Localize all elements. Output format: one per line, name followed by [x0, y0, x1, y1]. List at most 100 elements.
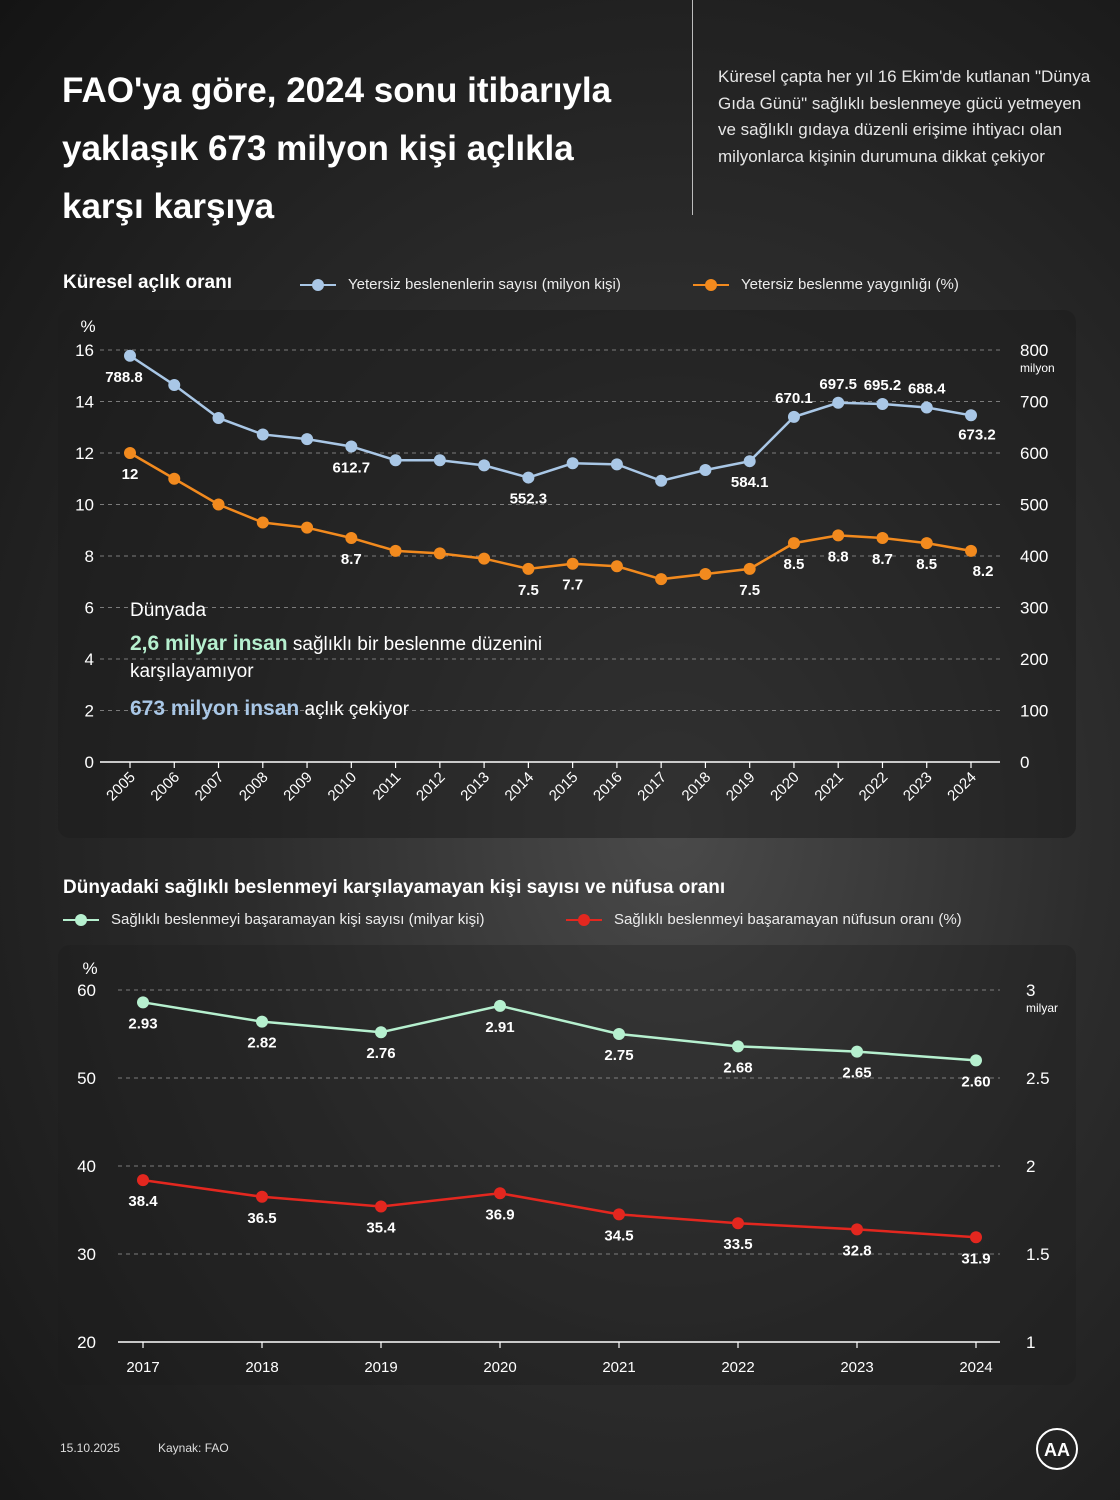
data-label: 2.91 [485, 1019, 514, 1036]
data-label: 2.75 [604, 1047, 633, 1064]
data-label: 8.7 [341, 551, 362, 568]
series-line [129, 451, 972, 581]
left-axis-unit: % [82, 959, 97, 978]
data-point [610, 458, 623, 471]
data-label: 12 [122, 466, 139, 483]
right-axis-tick: 2.5 [1026, 1069, 1050, 1088]
data-point [212, 498, 225, 511]
highlight-673-million: 673 milyon insan [130, 697, 300, 720]
data-point [256, 428, 269, 441]
data-point [832, 529, 845, 542]
legend-label-red: Sağlıklı beslenmeyi başaramayan nüfusun … [614, 911, 962, 928]
x-axis-tick: 2010 [325, 769, 361, 805]
data-point [389, 544, 402, 557]
hunger-rate-chart: 0 2 4 6 8 10 12 14 16% 0 100 200 300 400 500 600 700 800m… [75, 317, 1055, 805]
x-axis-tick: 2006 [147, 769, 183, 805]
data-label: 670.1 [775, 390, 813, 407]
data-label: 36.9 [485, 1206, 514, 1223]
data-point [256, 1190, 268, 1203]
x-axis-tick: 2023 [900, 769, 936, 805]
x-axis-tick: 2022 [721, 1359, 754, 1376]
data-label: 697.5 [819, 376, 857, 393]
x-axis-tick: 2012 [413, 769, 449, 805]
highlight-line-2: 2,6 milyar insan sağlıklı bir beslenme d… [130, 630, 550, 685]
data-label: 32.8 [842, 1242, 871, 1259]
right-axis-tick: 3 [1026, 981, 1035, 1000]
right-axis-tick: 800 [1020, 341, 1048, 360]
x-axis-tick: 2020 [767, 769, 803, 805]
data-point [212, 411, 225, 424]
data-label: 38.4 [128, 1193, 158, 1210]
data-point [345, 440, 358, 453]
data-label: 33.5 [723, 1236, 752, 1253]
data-point [168, 472, 181, 485]
right-axis-tick: 0 [1020, 753, 1029, 772]
right-axis-tick: 1 [1026, 1333, 1035, 1352]
data-point [433, 547, 446, 560]
data-label: 34.5 [604, 1227, 633, 1244]
chart2-legend-green: Sağlıklı beslenmeyi başaramayan kişi say… [63, 911, 484, 928]
data-point [124, 349, 136, 362]
data-label: 2.76 [366, 1045, 395, 1062]
x-axis-tick: 2013 [457, 769, 493, 805]
data-label: 688.4 [908, 380, 946, 397]
data-point [375, 1026, 387, 1039]
data-label: 7.5 [518, 582, 539, 599]
right-axis-tick: 2 [1026, 1157, 1035, 1176]
data-point [256, 1015, 268, 1028]
left-axis-tick: 60 [77, 981, 96, 1000]
header-divider [692, 0, 693, 215]
data-label: 673.2 [958, 426, 996, 443]
data-label: 7.7 [562, 577, 583, 594]
data-label: 552.3 [510, 491, 548, 508]
left-axis-tick: 14 [75, 393, 94, 412]
data-point [566, 457, 579, 470]
chart2-title: Dünyadaki sağlıklı beslenmeyi karşılayam… [63, 877, 726, 898]
left-axis-tick: 16 [75, 341, 94, 360]
data-point [655, 573, 668, 586]
data-point [970, 1231, 982, 1244]
x-axis-tick: 2014 [502, 769, 538, 805]
data-point [433, 454, 446, 467]
data-label: 8.5 [916, 556, 937, 573]
data-point [832, 396, 845, 409]
data-point [970, 1054, 982, 1067]
data-point [256, 516, 269, 529]
left-axis-tick: 20 [77, 1333, 96, 1352]
left-axis-tick: 12 [75, 444, 94, 463]
x-axis-tick: 2017 [634, 769, 670, 805]
data-point [787, 537, 800, 550]
data-point [851, 1223, 863, 1236]
footer-date: 15.10.2025 [60, 1441, 121, 1455]
data-point [137, 1174, 149, 1187]
data-label: 31.9 [961, 1250, 990, 1267]
data-point [494, 1187, 506, 1200]
x-axis-tick: 2016 [590, 769, 626, 805]
data-point [732, 1040, 744, 1053]
data-point [301, 521, 314, 534]
x-axis-tick: 2011 [370, 769, 405, 804]
right-axis-tick: 100 [1020, 702, 1048, 721]
data-label: 7.5 [739, 582, 760, 599]
left-axis-tick: 0 [85, 753, 94, 772]
right-axis-tick: 300 [1020, 599, 1048, 618]
data-point [389, 454, 402, 467]
legend-marker-green [63, 913, 99, 926]
data-point [494, 999, 506, 1012]
right-axis-tick: 1.5 [1026, 1245, 1050, 1264]
chart2-panel [58, 945, 1076, 1385]
data-label: 2.68 [723, 1059, 752, 1076]
data-point [876, 397, 889, 410]
highlight-line-2-rest: sağlıklı bir beslenme düzenini karşılaya… [130, 634, 543, 682]
left-axis-unit: % [80, 317, 95, 336]
data-point [920, 537, 933, 550]
data-point [787, 410, 800, 423]
x-axis-tick: 2017 [126, 1359, 159, 1376]
data-point [876, 531, 889, 544]
data-label: 2.65 [842, 1065, 871, 1082]
data-point [610, 560, 623, 573]
data-point [137, 996, 149, 1009]
series-line [142, 1001, 977, 1062]
chart1-title: Küresel açlık oranı [63, 272, 232, 293]
highlight-box: Dünyada 2,6 milyar insan sağlıklı bir be… [130, 600, 550, 721]
